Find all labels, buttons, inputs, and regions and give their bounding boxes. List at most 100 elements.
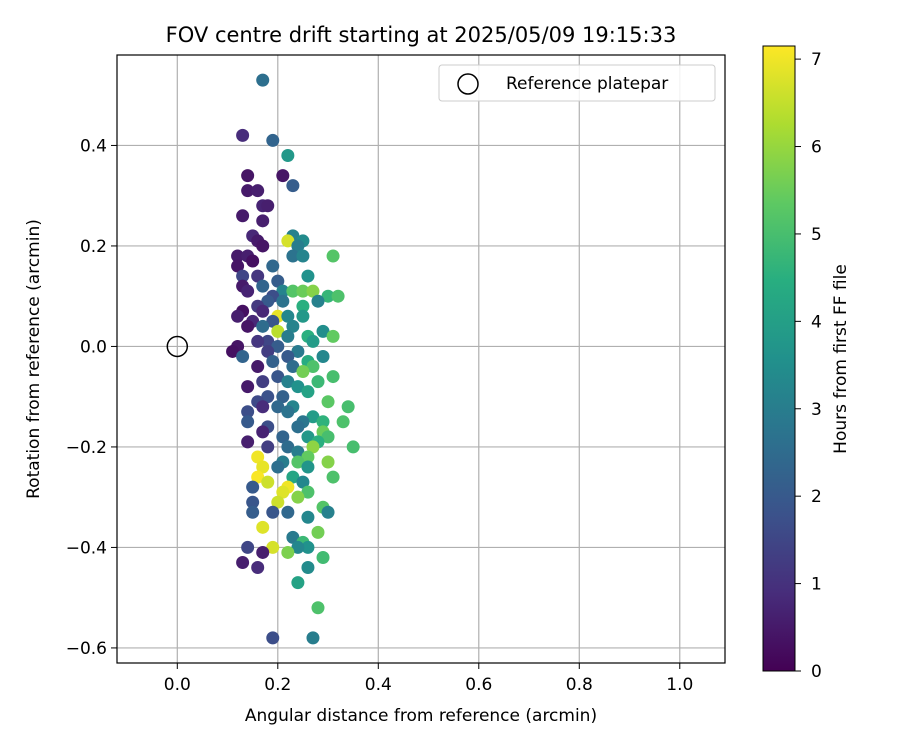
scatter-point [306,410,320,424]
scatter-point [256,460,270,474]
scatter-point [261,199,275,213]
y-tick-label: 0.2 [80,237,107,257]
scatter-point [316,415,330,429]
scatter-point [296,309,310,323]
scatter-point [306,334,320,348]
y-tick-label: 0.4 [80,136,107,156]
colorbar-tick-label: 3 [811,400,822,420]
scatter-point [256,319,270,333]
x-tick-label: 0.8 [566,675,593,695]
scatter-point [286,249,300,263]
scatter-point [271,495,285,509]
scatter-point [246,480,260,494]
scatter-point [266,505,280,519]
scatter-point [261,294,275,308]
scatter-point [326,370,340,384]
scatter-point [261,334,275,348]
scatter-point [281,329,295,343]
scatter-point [321,395,335,409]
scatter-point [306,440,320,454]
scatter-point [256,520,270,534]
scatter-point [261,475,275,489]
scatter-point [321,505,335,519]
scatter-point [271,324,285,338]
scatter-point [301,430,315,444]
scatter-point [291,490,305,504]
scatter-points [226,73,360,645]
scatter-point [256,375,270,389]
scatter-point [336,415,350,429]
scatter-point [311,294,325,308]
scatter-point [271,370,285,384]
scatter-point [286,319,300,333]
scatter-point [291,455,305,469]
plot-frame [116,54,726,664]
scatter-point [296,299,310,313]
scatter-point [316,349,330,363]
scatter-point [251,334,265,348]
y-axis-ticks: 0.4 0.2 0.0 −0.2 −0.4 −0.6 [66,136,117,659]
colorbar-tick-label: 2 [811,487,822,507]
y-axis-label: Rotation from reference (arcmin) [24,219,44,499]
scatter-point [301,561,315,575]
scatter-point [251,561,265,575]
scatter-point [291,540,305,554]
scatter-point [346,440,360,454]
scatter-point [311,601,325,615]
scatter-point [326,329,340,343]
scatter-point [291,380,305,394]
scatter-point [256,400,270,414]
scatter-point [281,349,295,363]
scatter-point [311,375,325,389]
scatter-point [281,545,295,559]
x-tick-label: 0.0 [164,675,191,695]
scatter-point [266,133,280,147]
scatter-point [291,239,305,253]
scatter-point [301,385,315,399]
scatter-point [321,289,335,303]
scatter-point [241,415,255,429]
scatter-point [236,128,250,142]
scatter-point [316,550,330,564]
scatter-point [246,505,260,519]
scatter-point [301,540,315,554]
legend-marker [457,73,479,95]
scatter-point [286,530,300,544]
y-tick-label: −0.4 [66,538,107,558]
x-axis-label: Angular distance from reference (arcmin) [245,706,597,726]
scatter-point [306,284,320,298]
colorbar: 0 1 2 3 4 5 6 7 Hours from first FF file [762,45,851,682]
x-tick-label: 0.4 [365,675,392,695]
scatter-point [226,344,240,358]
scatter-point [281,440,295,454]
colorbar-label: Hours from first FF file [831,264,851,454]
scatter-point [236,349,250,363]
scatter-point [241,435,255,449]
scatter-point [296,284,310,298]
x-tick-label: 1.0 [666,675,693,695]
scatter-point [301,269,315,283]
scatter-point [341,400,355,414]
scatter-point [256,73,270,87]
scatter-point [296,475,310,489]
scatter-point [261,344,275,358]
scatter-point [306,631,320,645]
scatter-point [256,304,270,318]
scatter-point [326,470,340,484]
scatter-point [246,495,260,509]
scatter-point [301,460,315,474]
scatter-point [281,405,295,419]
scatter-point [256,425,270,439]
scatter-point [251,269,265,283]
scatter-point [231,309,245,323]
scatter-point [236,209,250,223]
colorbar-tick-label: 7 [811,50,822,70]
colorbar-ticks: 0 1 2 3 4 5 6 7 [795,50,822,682]
scatter-point [236,556,250,570]
scatter-point [251,360,265,374]
y-tick-label: −0.6 [66,639,107,659]
colorbar-gradient [762,45,796,672]
scatter-point [241,540,255,554]
scatter-point [301,485,315,499]
